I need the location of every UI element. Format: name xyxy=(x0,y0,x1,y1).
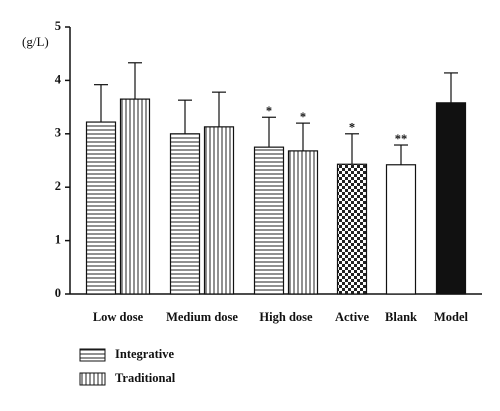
bar xyxy=(435,102,467,295)
bar xyxy=(169,133,201,295)
x-tick-label: Model xyxy=(434,310,469,324)
bar xyxy=(85,121,117,295)
legend-label: Integrative xyxy=(115,347,174,361)
bar xyxy=(336,163,368,295)
x-tick-label: Low dose xyxy=(93,310,144,324)
bar xyxy=(203,126,235,295)
significance-mark: * xyxy=(349,121,355,135)
significance-mark: * xyxy=(300,110,306,124)
legend-label: Traditional xyxy=(115,371,176,385)
bar xyxy=(119,98,151,295)
bar xyxy=(385,164,417,295)
x-tick-label: Active xyxy=(335,310,369,324)
y-tick-label: 0 xyxy=(55,286,61,300)
y-axis-label: (g/L) xyxy=(22,34,49,49)
x-tick-label: Blank xyxy=(385,310,417,324)
y-tick-label: 1 xyxy=(55,232,61,246)
significance-mark: * xyxy=(266,104,272,118)
x-tick-label: Medium dose xyxy=(166,310,238,324)
y-tick-label: 4 xyxy=(55,72,62,86)
bar xyxy=(287,150,319,295)
significance-mark: ** xyxy=(395,132,408,146)
y-tick-label: 2 xyxy=(55,179,61,193)
bar xyxy=(253,146,285,295)
y-tick-label: 5 xyxy=(55,19,61,33)
legend-swatch xyxy=(79,372,106,386)
legend-swatch xyxy=(79,348,106,362)
y-tick-label: 3 xyxy=(55,126,61,140)
x-tick-label: High dose xyxy=(259,310,313,324)
